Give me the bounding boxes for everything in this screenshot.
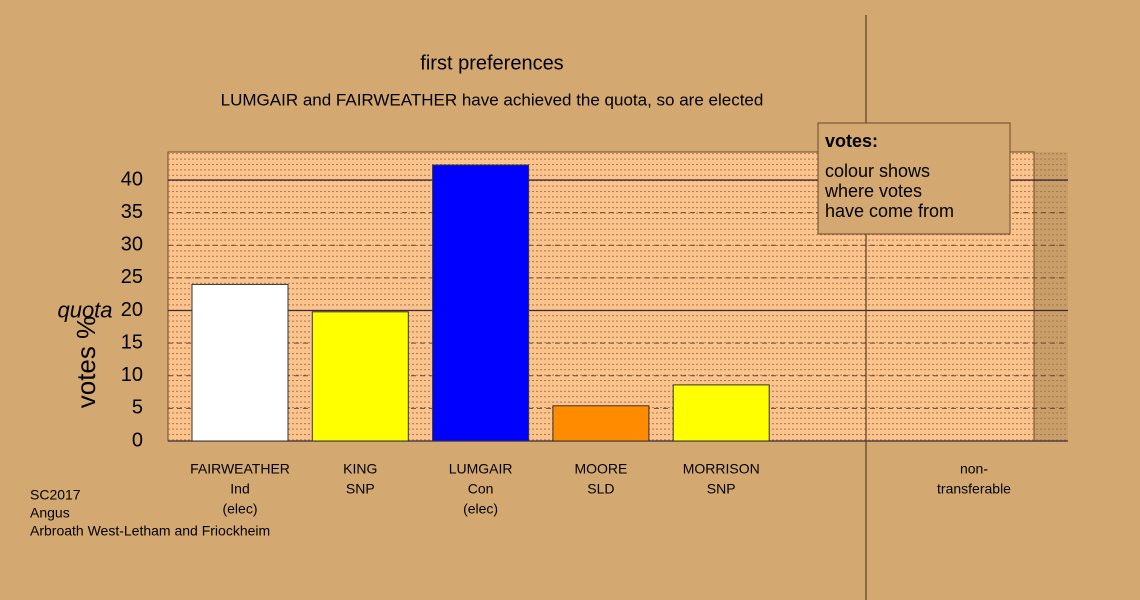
x-tick-label: non- (960, 461, 988, 477)
y-tick-label: 35 (121, 201, 143, 223)
footer-text: SC2017 (30, 487, 81, 503)
legend-text: have come from (825, 201, 954, 221)
x-tick-label: Ind (230, 481, 249, 497)
bar (552, 405, 650, 442)
x-tick-label: SNP (707, 481, 736, 497)
y-tick-label: 10 (121, 364, 143, 386)
y-tick-label: 5 (132, 397, 143, 419)
legend-text: colour shows (825, 161, 930, 181)
bar (191, 283, 289, 442)
y-tick-label: 20 (121, 299, 143, 321)
y-tick-label: 30 (121, 234, 143, 256)
chart-title: first preferences (420, 52, 563, 74)
legend-box (817, 122, 1011, 235)
legend-text: where votes (824, 181, 922, 201)
legend-title: votes: (825, 131, 878, 151)
y-tick-label: 40 (121, 168, 143, 190)
x-tick-label: LUMGAIR (449, 461, 513, 477)
x-tick-label: (elec) (463, 501, 498, 517)
x-tick-label: SLD (587, 481, 614, 497)
footer-text: Arbroath West-Letham and Friockheim (30, 523, 270, 539)
footer-text: Angus (30, 505, 70, 521)
legend: votes: colour shows where votes have com… (817, 122, 1011, 235)
bar (311, 311, 409, 442)
y-axis-label: votes % (71, 316, 101, 409)
x-tick-label: KING (343, 461, 377, 477)
chart-subtitle: LUMGAIR and FAIRWEATHER have achieved th… (221, 90, 764, 109)
x-tick-label: SNP (346, 481, 375, 497)
bar (432, 164, 530, 442)
quota-label: quota (57, 297, 112, 322)
bar (672, 384, 770, 442)
y-tick-label: 15 (121, 331, 143, 353)
x-tick-label: Con (468, 481, 494, 497)
y-tick-label: 0 (132, 429, 143, 451)
x-tick-label: MORRISON (683, 461, 760, 477)
x-tick-label: FAIRWEATHER (190, 461, 290, 477)
x-tick-label: (elec) (222, 501, 257, 517)
x-tick-label: transferable (937, 481, 1011, 497)
x-tick-label: MOORE (574, 461, 627, 477)
y-tick-label: 25 (121, 266, 143, 288)
